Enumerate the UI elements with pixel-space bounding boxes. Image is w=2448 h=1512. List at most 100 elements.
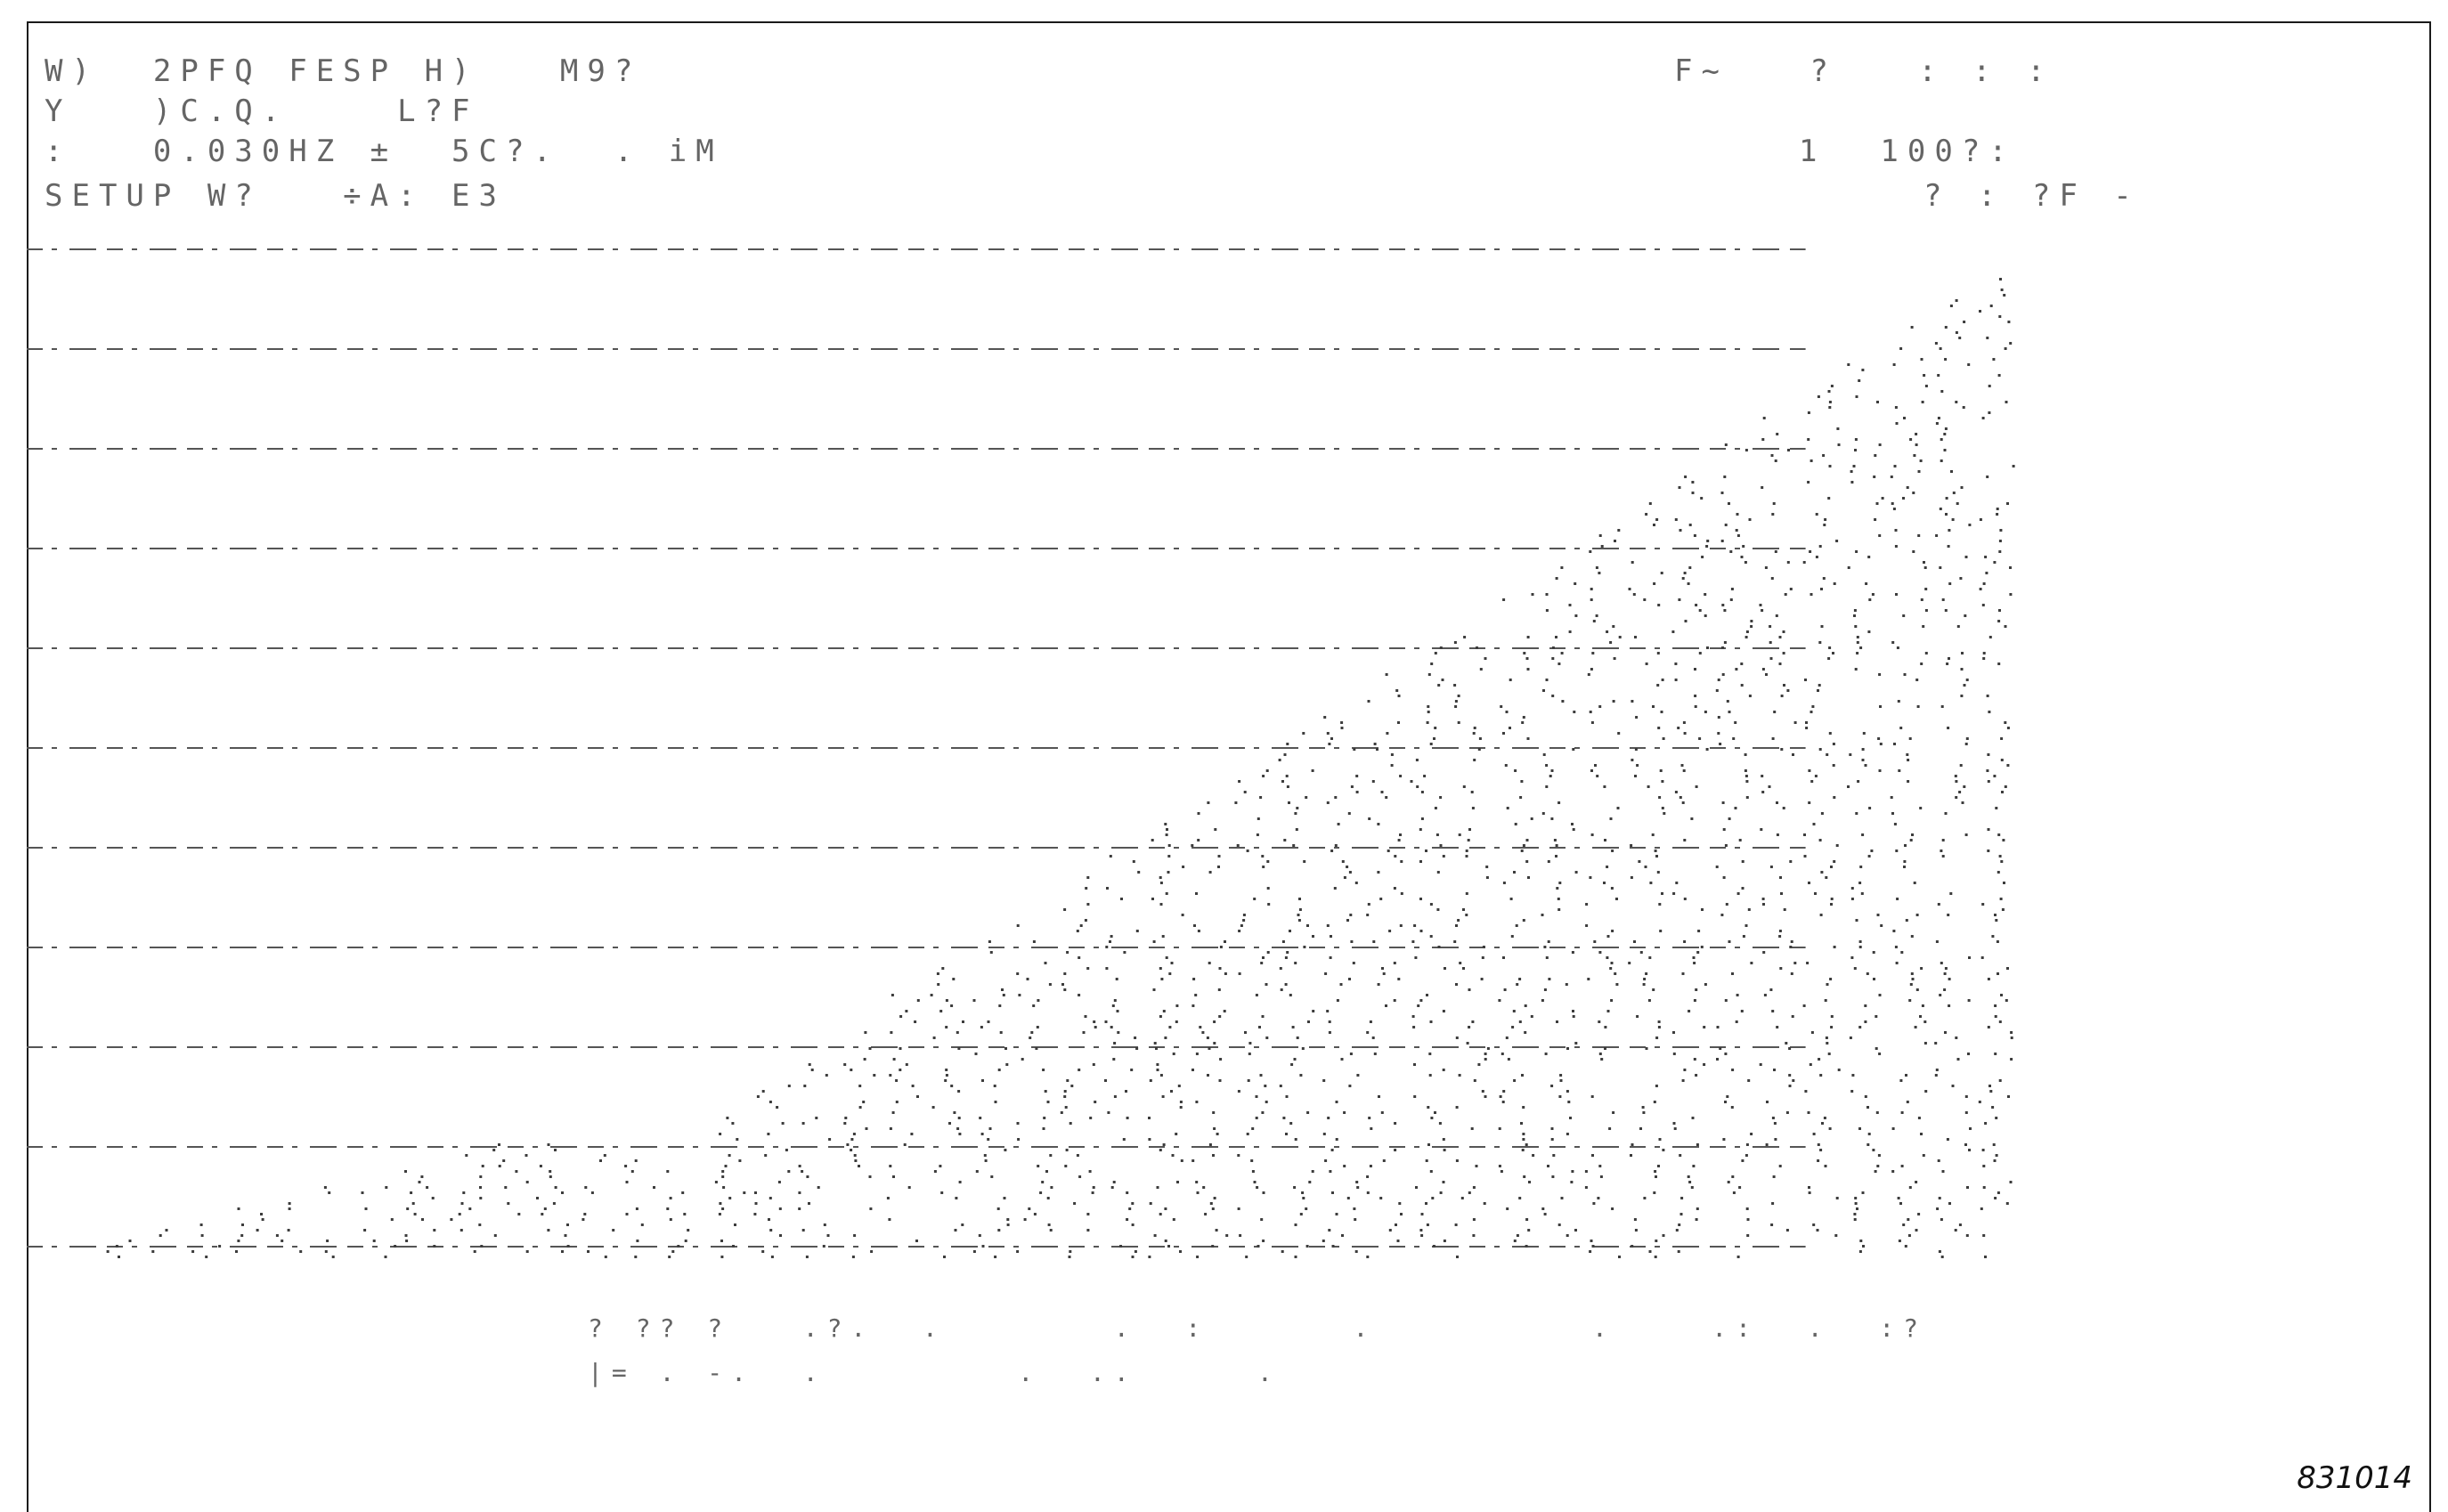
spectrum-dot (1530, 817, 1533, 820)
spectrum-dot (1484, 657, 1487, 660)
spectrum-dot (1745, 449, 1748, 451)
spectrum-dot (1399, 833, 1402, 836)
spectrum-dot (1856, 636, 1859, 638)
spectrum-dot (1683, 1069, 1687, 1071)
spectrum-dot (1086, 903, 1090, 906)
spectrum-dot (1634, 636, 1637, 638)
spectrum-dot (299, 1250, 303, 1253)
spectrum-dot (1611, 1207, 1614, 1210)
spectrum-dot (815, 1117, 818, 1119)
spectrum-dot (1745, 780, 1749, 783)
spectrum-dot (1257, 817, 1260, 820)
spectrum-dot (1159, 882, 1163, 884)
spectrum-dot (1076, 1154, 1079, 1157)
spectrum-dot (1791, 1015, 1794, 1018)
spectrum-dot (1131, 1202, 1135, 1205)
spectrum-dot (218, 1245, 222, 1248)
spectrum-dot (1920, 663, 1923, 665)
spectrum-dot (1958, 1223, 1962, 1226)
spectrum-dot (1940, 962, 1943, 964)
spectrum-dot (1086, 1229, 1090, 1232)
spectrum-dot (394, 1245, 397, 1248)
spectrum-dot (1397, 839, 1401, 841)
spectrum-dot (984, 1159, 988, 1162)
spectrum-dot (1967, 363, 1971, 366)
spectrum-dot (1810, 1031, 1814, 1034)
spectrum-dot (1335, 1138, 1338, 1141)
spectrum-dot (957, 1117, 961, 1119)
spectrum-dot (1722, 876, 1726, 879)
spectrum-dot (858, 1106, 862, 1109)
spectrum-dot (1612, 1111, 1615, 1114)
spectrum-dot (1823, 524, 1826, 526)
spectrum-dot (1036, 1026, 1039, 1028)
spectrum-dot (1763, 994, 1767, 996)
spectrum-dot (1856, 1207, 1858, 1210)
spectrum-dot (1956, 1058, 1960, 1061)
spectrum-dot (1677, 1250, 1680, 1253)
spectrum-dot (536, 1197, 539, 1199)
spectrum-dot (1695, 604, 1698, 606)
spectrum-dot (1825, 1036, 1828, 1039)
spectrum-dot (1598, 705, 1602, 708)
spectrum-dot (1904, 1245, 1907, 1248)
spectrum-dot (1137, 871, 1141, 874)
spectrum-dot (653, 1186, 655, 1189)
spectrum-dot (822, 1245, 825, 1248)
spectrum-dot (1905, 1074, 1907, 1077)
spectrum-dot (1899, 1202, 1902, 1205)
spectrum-dot (997, 1229, 1001, 1232)
spectrum-dot (1745, 636, 1748, 638)
spectrum-dot (1923, 1020, 1927, 1023)
spectrum-dot (1778, 636, 1782, 638)
spectrum-dot (1330, 935, 1332, 938)
spectrum-dot (768, 1218, 770, 1221)
spectrum-dot (1589, 711, 1592, 713)
spectrum-dot (932, 1036, 936, 1039)
spectrum-dot (1410, 780, 1413, 783)
spectrum-dot (1642, 983, 1646, 986)
spectrum-dot (1028, 1207, 1031, 1210)
spectrum-dot (1167, 1245, 1170, 1248)
spectrum-dot (1875, 1047, 1878, 1050)
spectrum-dot (1720, 492, 1724, 494)
spectrum-dot (916, 999, 920, 1002)
spectrum-dot (1789, 860, 1793, 863)
spectrum-dot (1609, 967, 1613, 970)
spectrum-dot (1858, 1026, 1862, 1028)
spectrum-dot (1328, 1020, 1331, 1023)
spectrum-dot (1830, 385, 1834, 387)
spectrum-dot (1499, 1095, 1502, 1098)
spectrum-dot (1522, 1138, 1525, 1141)
spectrum-dot (1066, 1079, 1069, 1082)
waterfall-spectrum-display (27, 248, 2015, 1258)
spectrum-dot (890, 1031, 893, 1034)
spectrum-dot (899, 1015, 903, 1018)
spectrum-dot (1750, 625, 1753, 628)
spectrum-dot (936, 972, 939, 975)
spectrum-dot (1740, 684, 1744, 687)
spectrum-dot (1413, 924, 1417, 927)
spectrum-dot (1483, 1202, 1486, 1205)
spectrum-dot (1078, 956, 1081, 959)
spectrum-dot (1297, 914, 1300, 916)
spectrum-dot (1527, 1229, 1531, 1232)
spectrum-dot (798, 1165, 801, 1167)
spectrum-dot (803, 1085, 807, 1087)
spectrum-dot (1470, 1127, 1474, 1130)
spectrum-dot (1780, 748, 1784, 751)
spectrum-dot (1786, 689, 1790, 692)
spectrum-dot (1808, 1191, 1811, 1194)
spectrum-dot (1208, 1047, 1211, 1050)
spectrum-dot (1543, 988, 1547, 991)
spectrum-dot (1830, 898, 1834, 900)
spectrum-dot (1847, 785, 1850, 788)
spectrum-dot (1641, 1106, 1645, 1109)
spectrum-dot (1265, 1101, 1268, 1103)
spectrum-dot (1218, 1015, 1222, 1018)
spectrum-dot (1208, 962, 1211, 964)
spectrum-dot (1419, 898, 1422, 900)
spectrum-dot (1853, 1213, 1857, 1215)
spectrum-dot (769, 1229, 773, 1232)
spectrum-dot (541, 1213, 544, 1215)
